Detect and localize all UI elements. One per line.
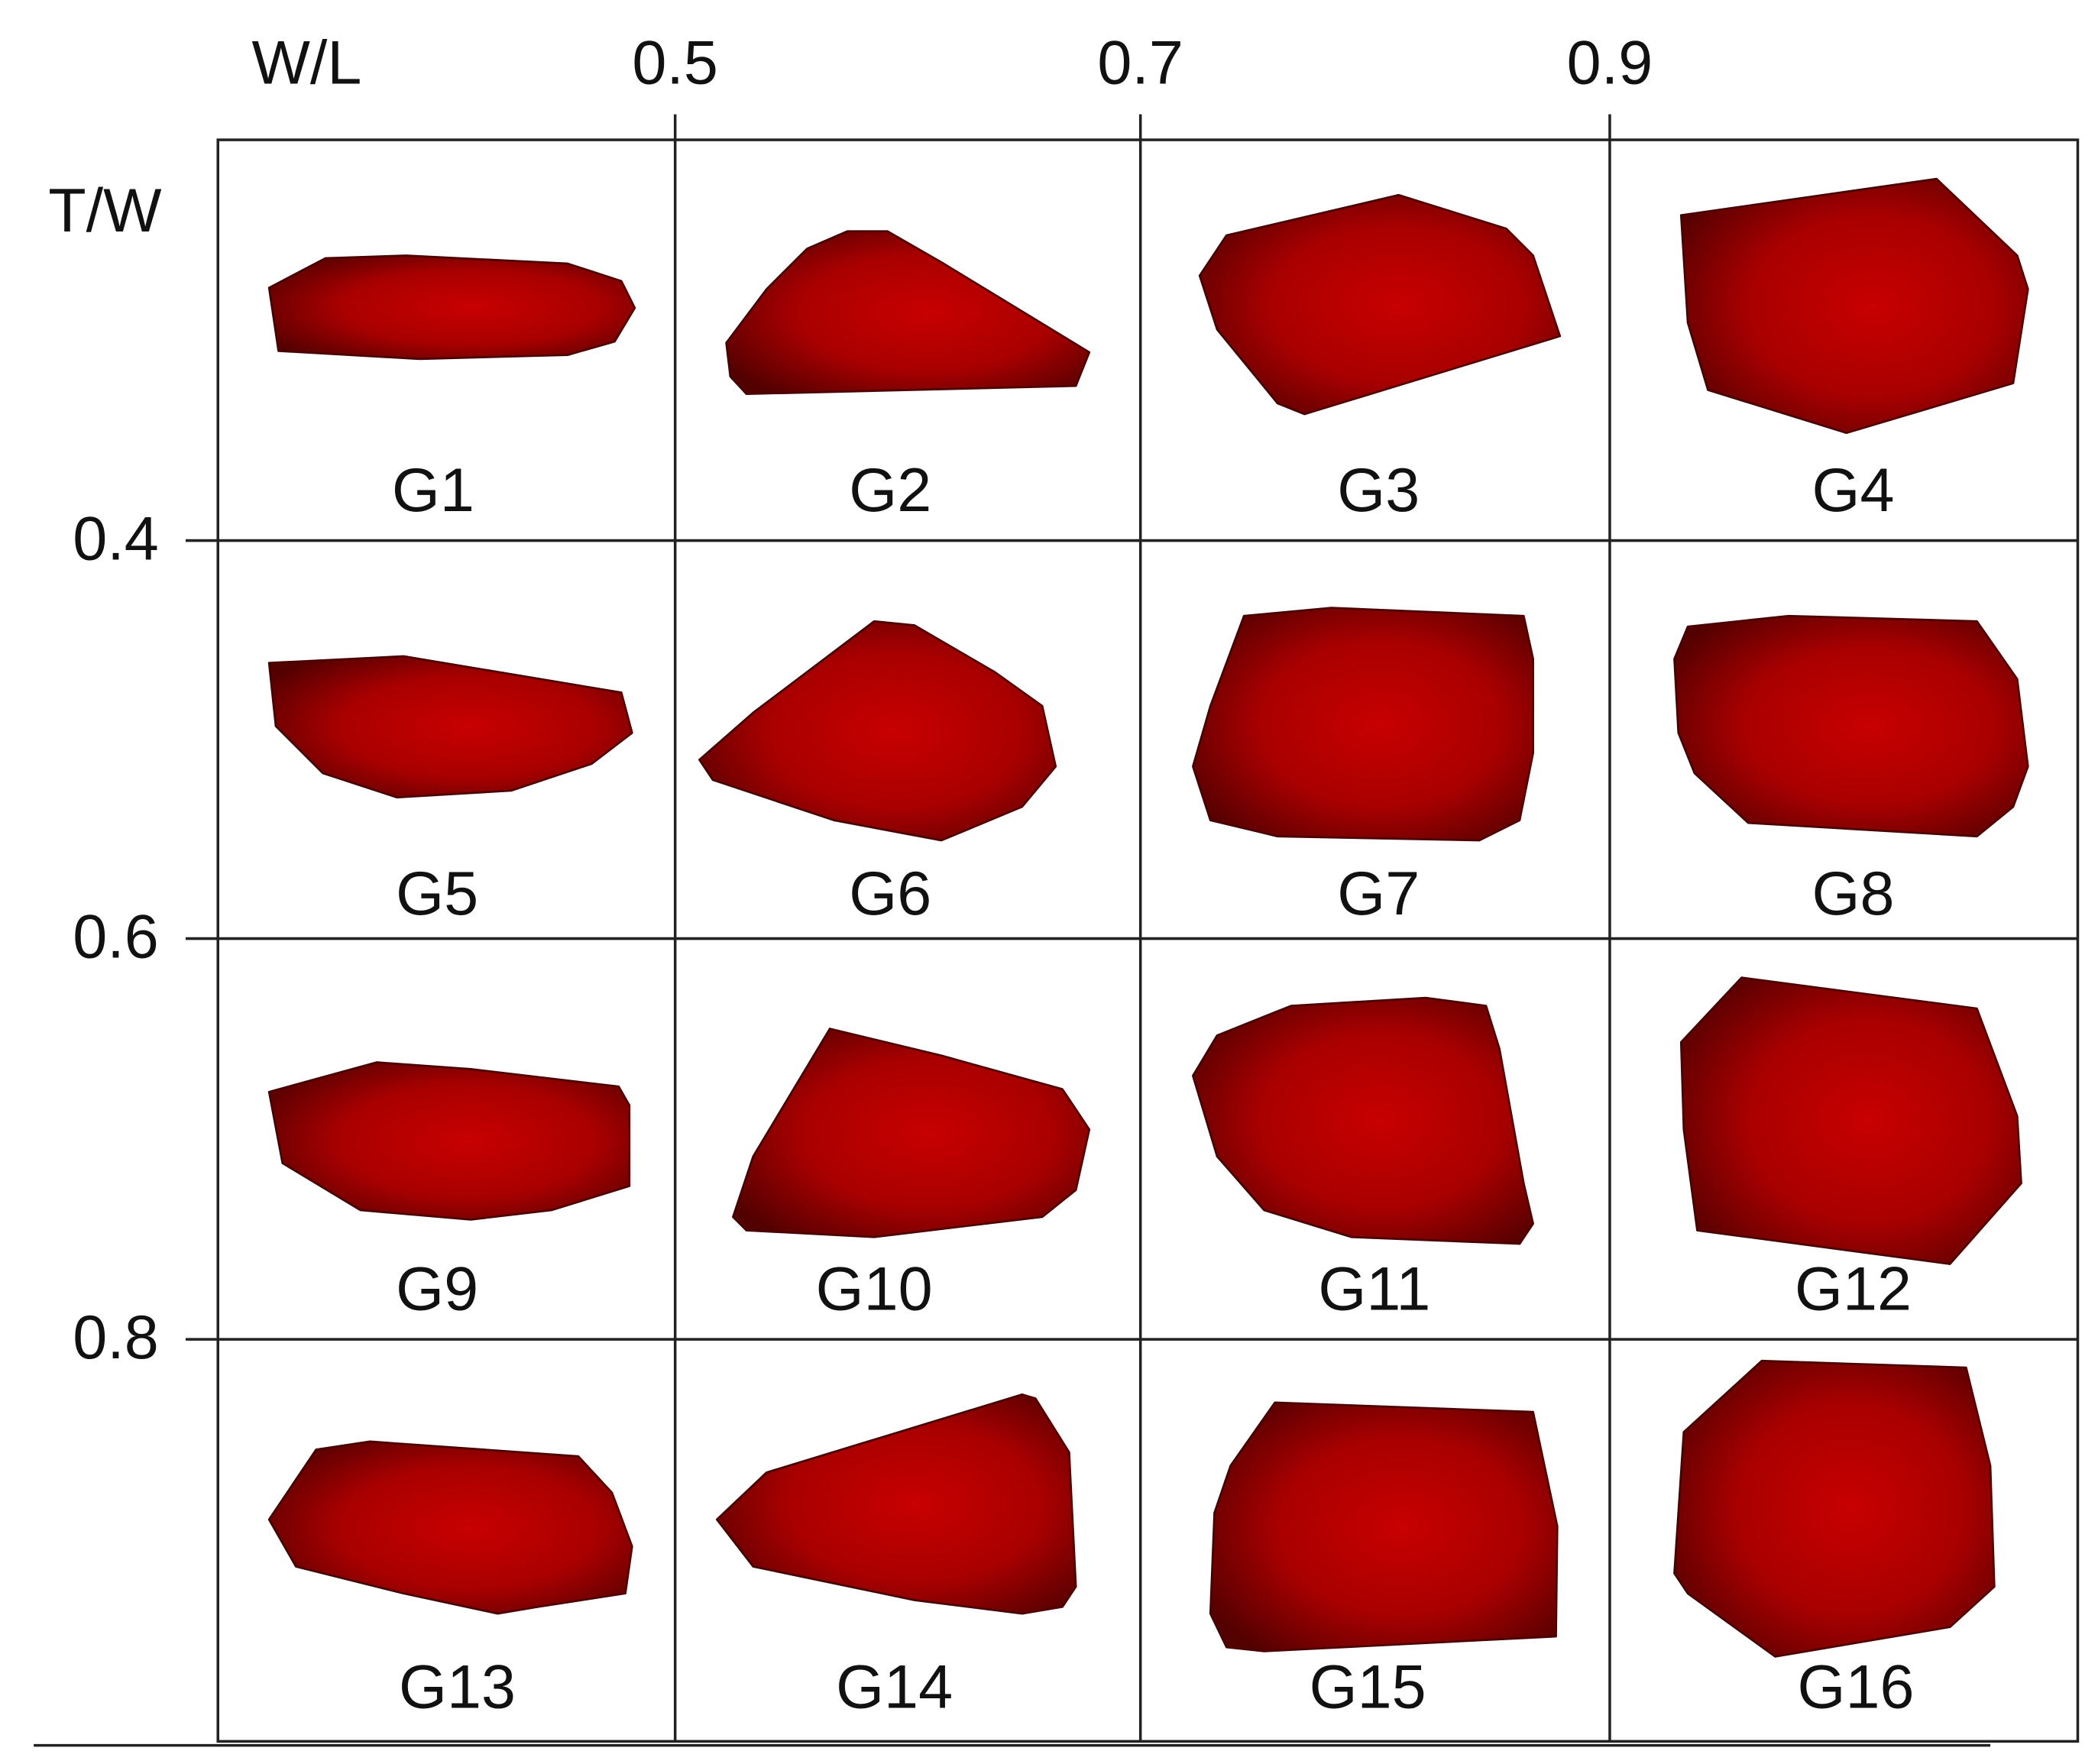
particle-shape — [1192, 996, 1534, 1245]
particle-shape — [1673, 1359, 1996, 1658]
x-tick-label: 0.9 — [1567, 28, 1653, 97]
cell-label: G15 — [1310, 1653, 1426, 1722]
grid — [34, 114, 2080, 1747]
particle-shape — [1198, 193, 1562, 416]
particle-shape — [715, 1393, 1077, 1615]
particle-shape — [732, 1028, 1091, 1238]
cell-label: G13 — [399, 1653, 516, 1722]
y-tick-label: 0.6 — [73, 902, 159, 971]
particle-shape — [725, 230, 1091, 396]
y-tick-label: 0.8 — [73, 1303, 159, 1372]
particle-shape — [267, 254, 636, 361]
particle-shape — [1679, 976, 2022, 1265]
cell-label: G6 — [849, 859, 931, 928]
particle-shape — [1209, 1401, 1559, 1652]
cell-label: G14 — [836, 1653, 953, 1722]
cell-label: G10 — [816, 1255, 933, 1324]
y-axis-label: T/W — [48, 176, 162, 245]
x-tick-label: 0.5 — [632, 28, 718, 97]
cell-label: G12 — [1795, 1255, 1912, 1324]
cell-label: G7 — [1337, 859, 1420, 928]
particle-shape — [698, 620, 1057, 842]
particle-shape — [1192, 607, 1534, 842]
cell-label: G9 — [396, 1255, 478, 1324]
cell-label: G3 — [1337, 456, 1420, 525]
particle-shape — [1673, 614, 2029, 838]
cell-label: G2 — [849, 456, 931, 525]
cell-label: G16 — [1798, 1653, 1915, 1722]
particle-shape — [267, 655, 633, 799]
grid-border — [216, 138, 2080, 1743]
x-tick-label: 0.7 — [1097, 28, 1183, 97]
cell-label: G5 — [396, 859, 478, 928]
x-axis-label: W/L — [251, 28, 361, 97]
cell-label: G11 — [1318, 1255, 1430, 1324]
y-tick-label: 0.4 — [73, 504, 159, 573]
particle-shape — [267, 1440, 633, 1615]
particle-shape — [267, 1061, 631, 1221]
cell-label: G8 — [1812, 859, 1895, 928]
particle-shape — [1679, 177, 2029, 435]
cell-label: G1 — [392, 456, 474, 525]
cell-label: G4 — [1812, 456, 1895, 525]
